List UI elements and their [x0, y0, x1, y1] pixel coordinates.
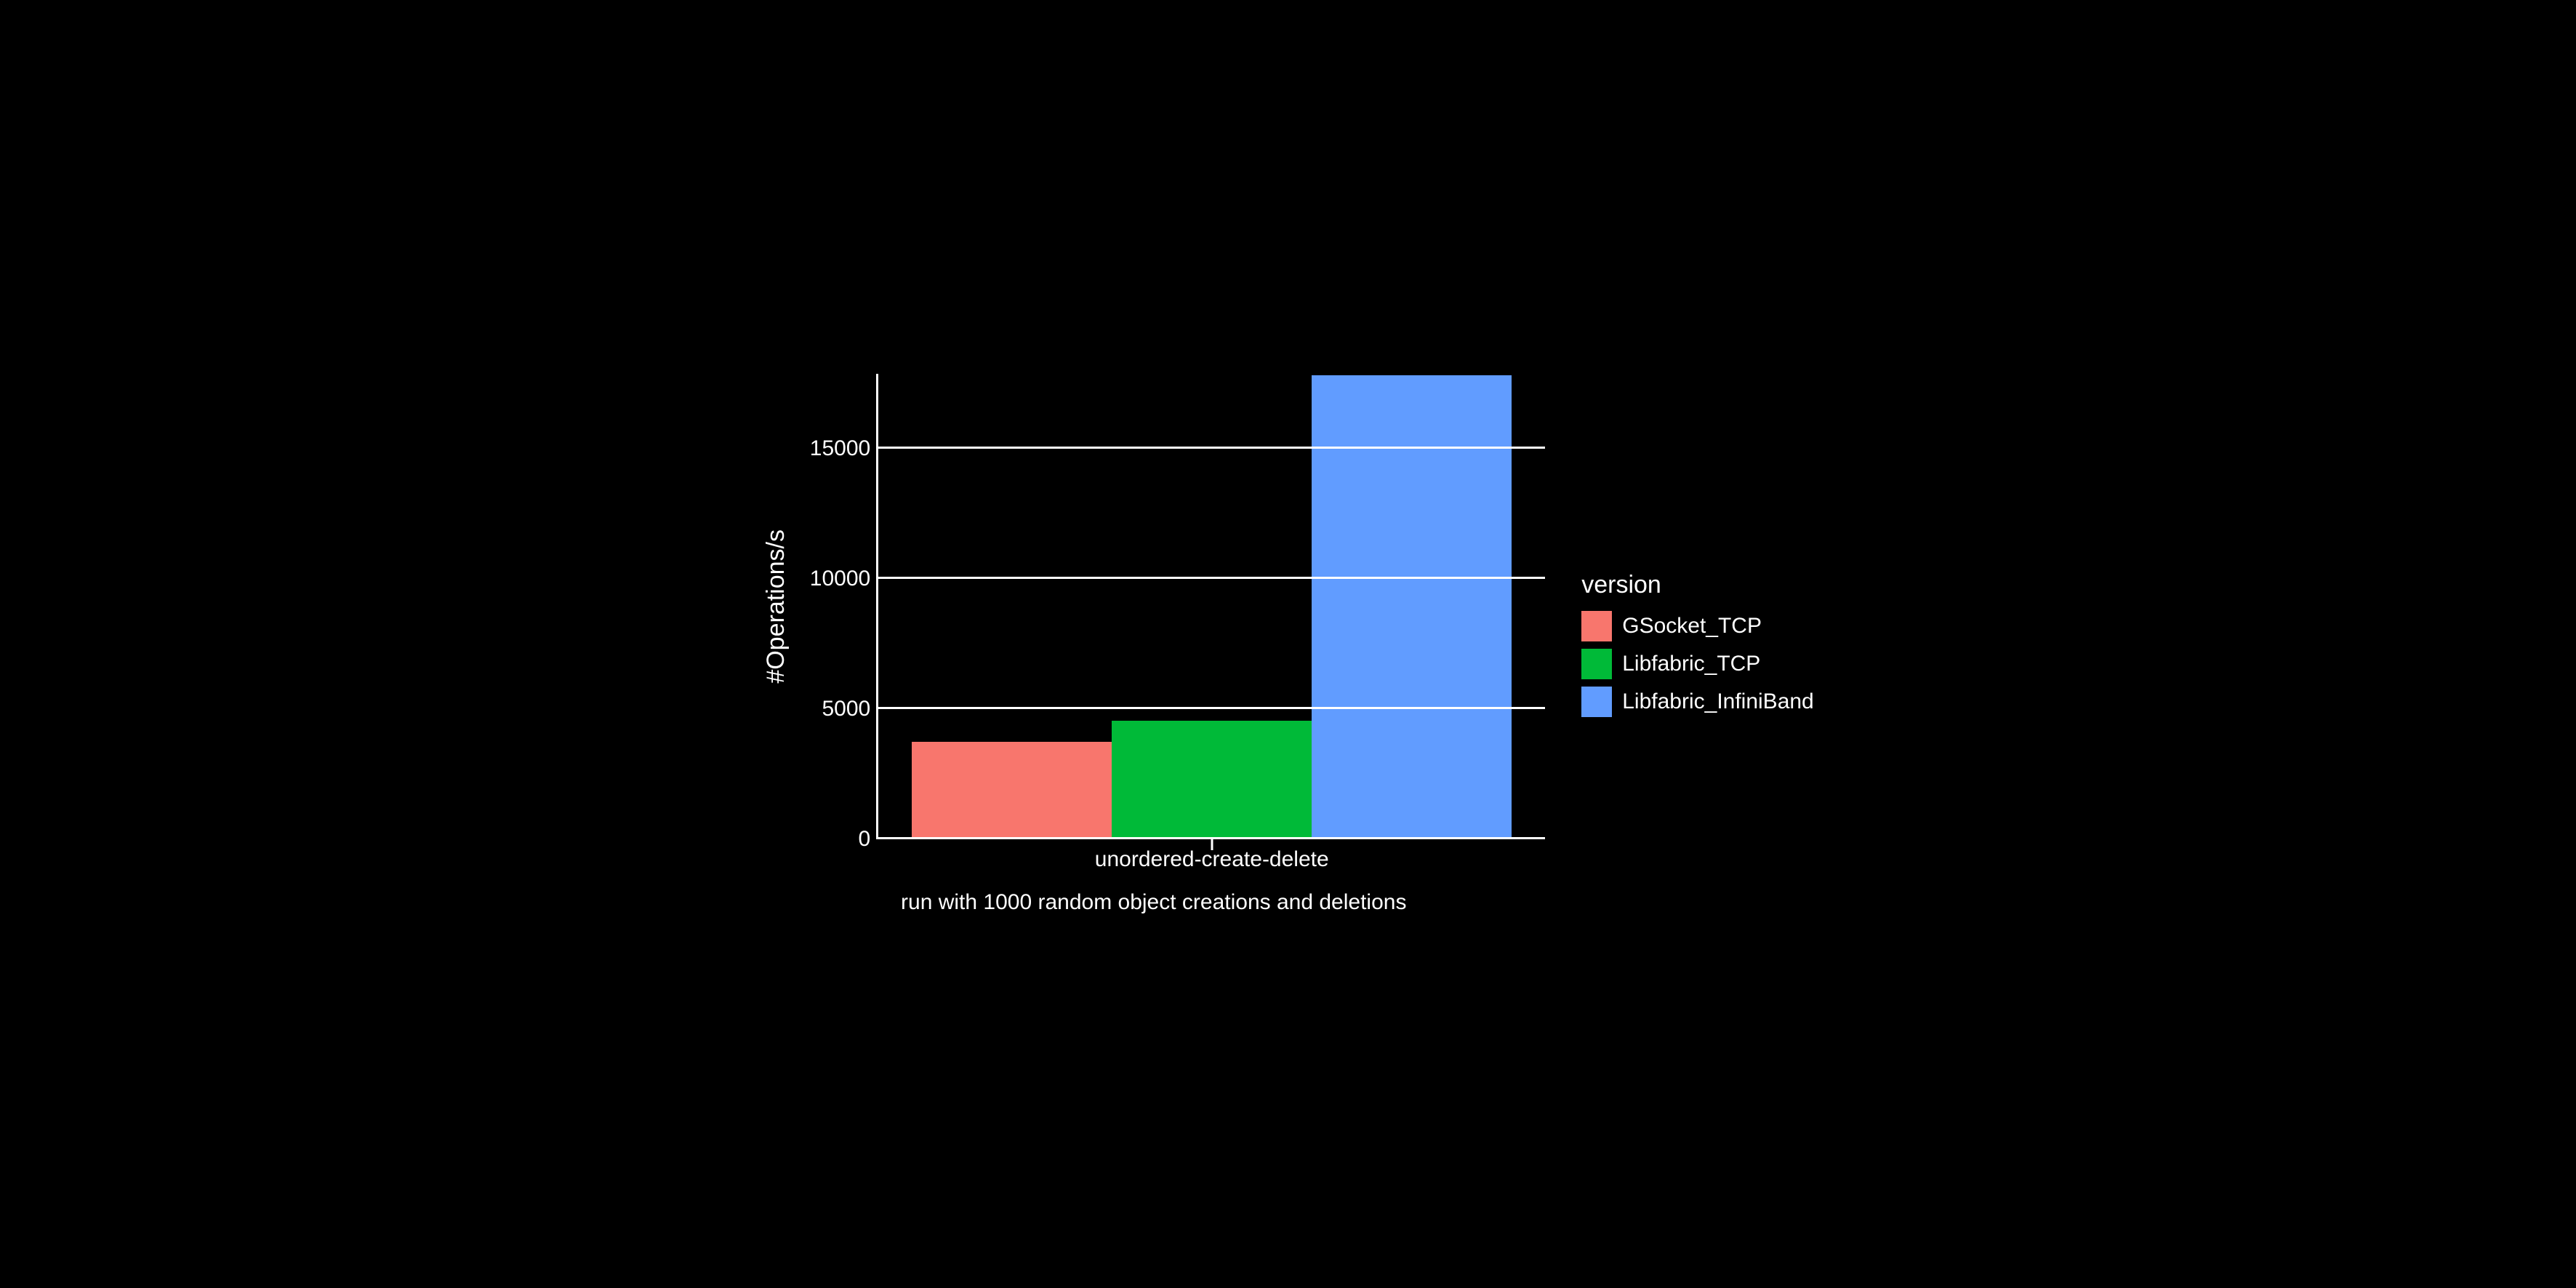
- legend-item: GSocket_TCP: [1581, 611, 1814, 641]
- grid-line: [878, 447, 1545, 449]
- x-axis-label: run with 1000 random object creations an…: [901, 890, 1406, 915]
- y-tick-label: 0: [859, 827, 871, 852]
- x-category-label: unordered-create-delete: [1095, 847, 1329, 872]
- chart-main-column: #Operations/s 0 5000 10000 15000 unordered-…: [762, 374, 1545, 915]
- plot-area: unordered-create-delete: [876, 374, 1545, 839]
- chart: #Operations/s 0 5000 10000 15000 unordered-…: [762, 374, 1814, 915]
- legend-item: Libfabric_InfiniBand: [1581, 687, 1814, 717]
- bars-container: [878, 374, 1545, 837]
- chart-main-row: #Operations/s 050001000015000 unordered-…: [762, 374, 1545, 839]
- y-tick-label: 15000: [810, 436, 870, 461]
- legend-title: version: [1581, 571, 1814, 599]
- bar: [1312, 374, 1512, 837]
- legend: version GSocket_TCP Libfabric_TCP Libfabri…: [1581, 571, 1814, 717]
- bar: [912, 740, 1112, 836]
- legend-swatch: [1581, 687, 1612, 717]
- y-tick-label: 10000: [810, 567, 870, 591]
- y-tick-label: 5000: [822, 697, 870, 721]
- bar: [1112, 719, 1312, 836]
- legend-swatch: [1581, 611, 1612, 641]
- legend-swatch: [1581, 649, 1612, 679]
- legend-label: Libfabric_InfiniBand: [1622, 689, 1814, 714]
- page: #Operations/s 0 5000 10000 15000 unordered-…: [0, 0, 2576, 1288]
- legend-label: GSocket_TCP: [1622, 614, 1762, 639]
- legend-label: Libfabric_TCP: [1622, 652, 1760, 676]
- grid-line: [878, 577, 1545, 579]
- y-axis-ticks: 050001000015000: [796, 374, 876, 839]
- grid-line: [878, 707, 1545, 709]
- legend-item: Libfabric_TCP: [1581, 649, 1814, 679]
- y-axis-label: #Operations/s: [762, 529, 790, 684]
